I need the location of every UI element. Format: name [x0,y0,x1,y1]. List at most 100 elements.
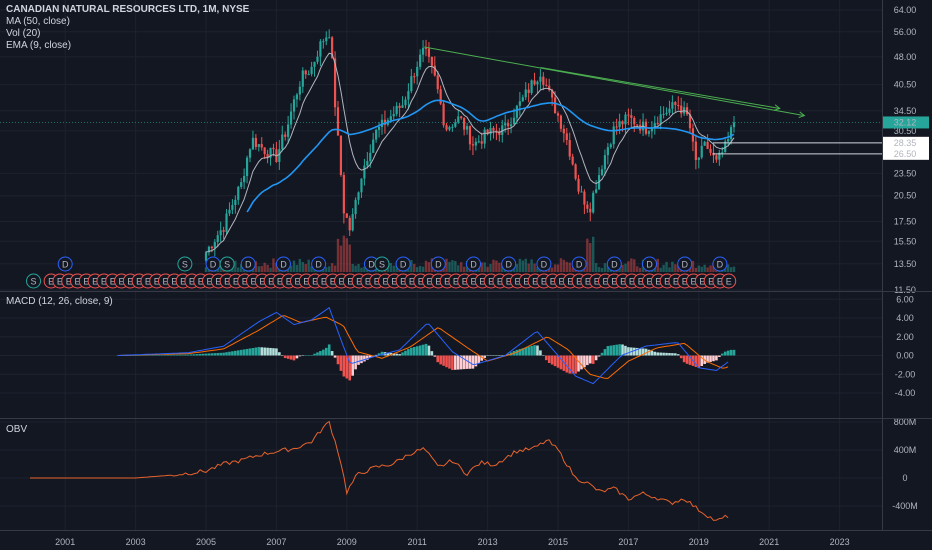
volume-bar [410,259,413,272]
macd-histogram-bar [184,354,187,356]
x-tick-label: 2003 [126,537,146,547]
macd-histogram-bar [242,349,246,356]
dividend-marker[interactable]: D [466,256,482,272]
candle-body [319,41,322,57]
dividend-marker-letter: D [611,260,618,270]
dividend-marker[interactable]: D [57,256,73,272]
macd-histogram-bar [360,355,363,364]
macd-histogram-bar [542,355,545,356]
candle-body [671,102,674,109]
dividend-marker[interactable]: D [677,256,693,272]
candle-body [454,122,457,127]
candle-body [465,126,469,130]
macd-histogram-bar [204,353,208,356]
dividend-marker[interactable]: D [205,256,221,272]
dividend-marker[interactable]: D [501,256,517,272]
earnings-marker-letter: E [75,277,81,287]
dividend-marker-letter: D [717,260,724,270]
dividend-marker[interactable]: D [240,256,256,272]
macd-histogram-bar [659,352,662,356]
macd-histogram-bar [260,347,264,356]
macd-histogram-bar [671,353,674,356]
volume-bar [562,259,566,272]
volume-bar [234,260,237,272]
earnings-marker-letter: E [374,277,380,287]
candle-body [281,134,284,150]
obv-pane [30,420,729,521]
volume-bar [627,261,630,272]
dividend-marker-letter: D [505,260,512,270]
symbol-title[interactable]: CANADIAN NATURAL RESOURCES LTD, 1M, NYSE [6,4,250,15]
dividend-marker[interactable]: D [430,256,446,272]
y-tick-label: 11.50 [894,285,916,295]
trendline[interactable] [424,46,805,117]
dividend-marker[interactable]: D [606,256,622,272]
volume-bar [592,236,595,272]
earnings-marker-letter: E [277,277,283,287]
x-tick-label: 2017 [618,537,638,547]
earnings-marker-letter: E [383,277,389,287]
volume-bar [597,267,601,272]
dividend-marker[interactable]: D [571,256,587,272]
dividend-marker[interactable]: D [311,256,327,272]
dividend-marker[interactable]: D [395,256,411,272]
macd-histogram-bar [720,353,724,356]
obv-title[interactable]: OBV [6,424,28,435]
split-marker[interactable]: S [177,256,193,272]
macd-histogram-bar [500,355,504,356]
macd-histogram-bar [459,355,463,370]
earnings-marker-letter: E [83,277,89,287]
y-tick-label: 17.50 [894,217,917,227]
volume-bar [392,265,395,272]
earnings-marker-letter: E [312,277,318,287]
split-marker[interactable]: S [219,256,235,272]
dividend-marker[interactable]: D [536,256,552,272]
candle-body [266,154,269,158]
earnings-marker-letter: E [479,277,485,287]
dividend-marker[interactable]: D [642,256,658,272]
macd-histogram-bar [442,355,445,366]
earnings-marker[interactable]: E [721,273,737,289]
macd-histogram-bar [380,351,384,356]
macd-histogram-bar [571,355,574,374]
study-vol[interactable]: Vol (20) [6,28,41,39]
last-price-label: 32.12 [894,117,917,127]
macd-title[interactable]: MACD (12, 26, close, 9) [6,296,113,307]
macd-histogram-bar [195,354,199,356]
trendline[interactable] [540,66,780,109]
macd-histogram-bar [586,355,589,366]
dividend-marker-circle [501,256,517,272]
candle-body [245,157,249,176]
earnings-marker-letter: E [655,277,661,287]
earnings-marker-letter: E [215,277,221,287]
split-marker[interactable]: S [374,256,390,272]
macd-line [117,306,729,385]
macd-histogram-bar [533,345,536,356]
candle-body [298,86,301,95]
candle-body [369,152,372,162]
candle-body [257,144,260,147]
earnings-marker-letter: E [92,277,98,287]
macd-histogram-bar [322,349,325,356]
candle-body [688,114,692,129]
earnings-marker-letter: E [163,277,169,287]
volume-bar [413,263,416,272]
dividend-marker[interactable]: D [275,256,291,272]
volume-bar [515,264,519,272]
macd-histogram-bar [339,355,343,371]
volume-bar [462,266,466,272]
candle-body [304,70,307,75]
dividend-marker-letter: D [470,260,477,270]
macd-histogram-bar [163,354,167,356]
candle-body [254,137,257,147]
dividend-marker[interactable]: D [712,256,728,272]
study-ema[interactable]: EMA (9, close) [6,40,72,51]
volume-bar [530,259,533,272]
candle-body [509,124,513,127]
macd-histogram-bar [656,352,660,356]
study-ma[interactable]: MA (50, close) [6,16,70,27]
macd-histogram-bar [606,346,610,356]
x-tick-label: 2005 [196,537,216,547]
candle-body [589,208,592,213]
split-marker[interactable]: S [26,273,42,289]
